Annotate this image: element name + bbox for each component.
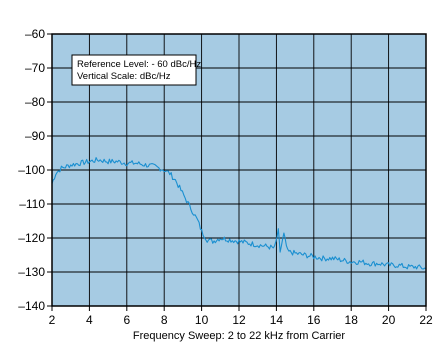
x-tick-label: 22 bbox=[419, 313, 433, 327]
y-tick-label: –140 bbox=[18, 299, 45, 313]
x-tick-label: 4 bbox=[86, 313, 93, 327]
trace-layer bbox=[51, 157, 427, 270]
x-axis: 2 4 6 8 10 12 14 16 18 20 22 bbox=[49, 306, 433, 327]
y-tick-label: –110 bbox=[19, 197, 45, 211]
annotation-reference-level: Reference Level: - 60 dBc/Hz bbox=[77, 59, 201, 70]
annotation-box-frame bbox=[71, 54, 197, 86]
annotation-vertical-scale: Vertical Scale: dBc/Hz bbox=[77, 71, 171, 82]
x-tick-label: 20 bbox=[382, 313, 396, 327]
x-tick-label: 6 bbox=[123, 313, 130, 327]
x-tick-label: 12 bbox=[232, 313, 246, 327]
y-tick-label: –100 bbox=[18, 163, 45, 177]
noise-trace-line bbox=[51, 157, 427, 270]
y-tick-label: –130 bbox=[18, 265, 45, 279]
y-tick-label: –80 bbox=[25, 95, 45, 109]
x-tick-label: 10 bbox=[195, 313, 209, 327]
x-axis-label: Frequency Sweep: 2 to 22 kHz from Carrie… bbox=[133, 330, 345, 342]
y-tick-label: –120 bbox=[18, 231, 45, 245]
y-axis: –60 –70 –80 –90 –100 –110 –120 –130 –140 bbox=[18, 27, 52, 313]
x-tick-label: 2 bbox=[49, 313, 56, 327]
y-tick-label: –60 bbox=[25, 27, 45, 41]
annotation-box: Reference Level: - 60 dBc/Hz Vertical Sc… bbox=[71, 54, 201, 86]
y-tick-label: –90 bbox=[25, 129, 45, 143]
y-tick-label: –70 bbox=[25, 61, 45, 75]
x-tick-label: 18 bbox=[345, 313, 359, 327]
x-tick-label: 14 bbox=[270, 313, 284, 327]
x-tick-label: 16 bbox=[307, 313, 321, 327]
x-tick-label: 8 bbox=[161, 313, 168, 327]
